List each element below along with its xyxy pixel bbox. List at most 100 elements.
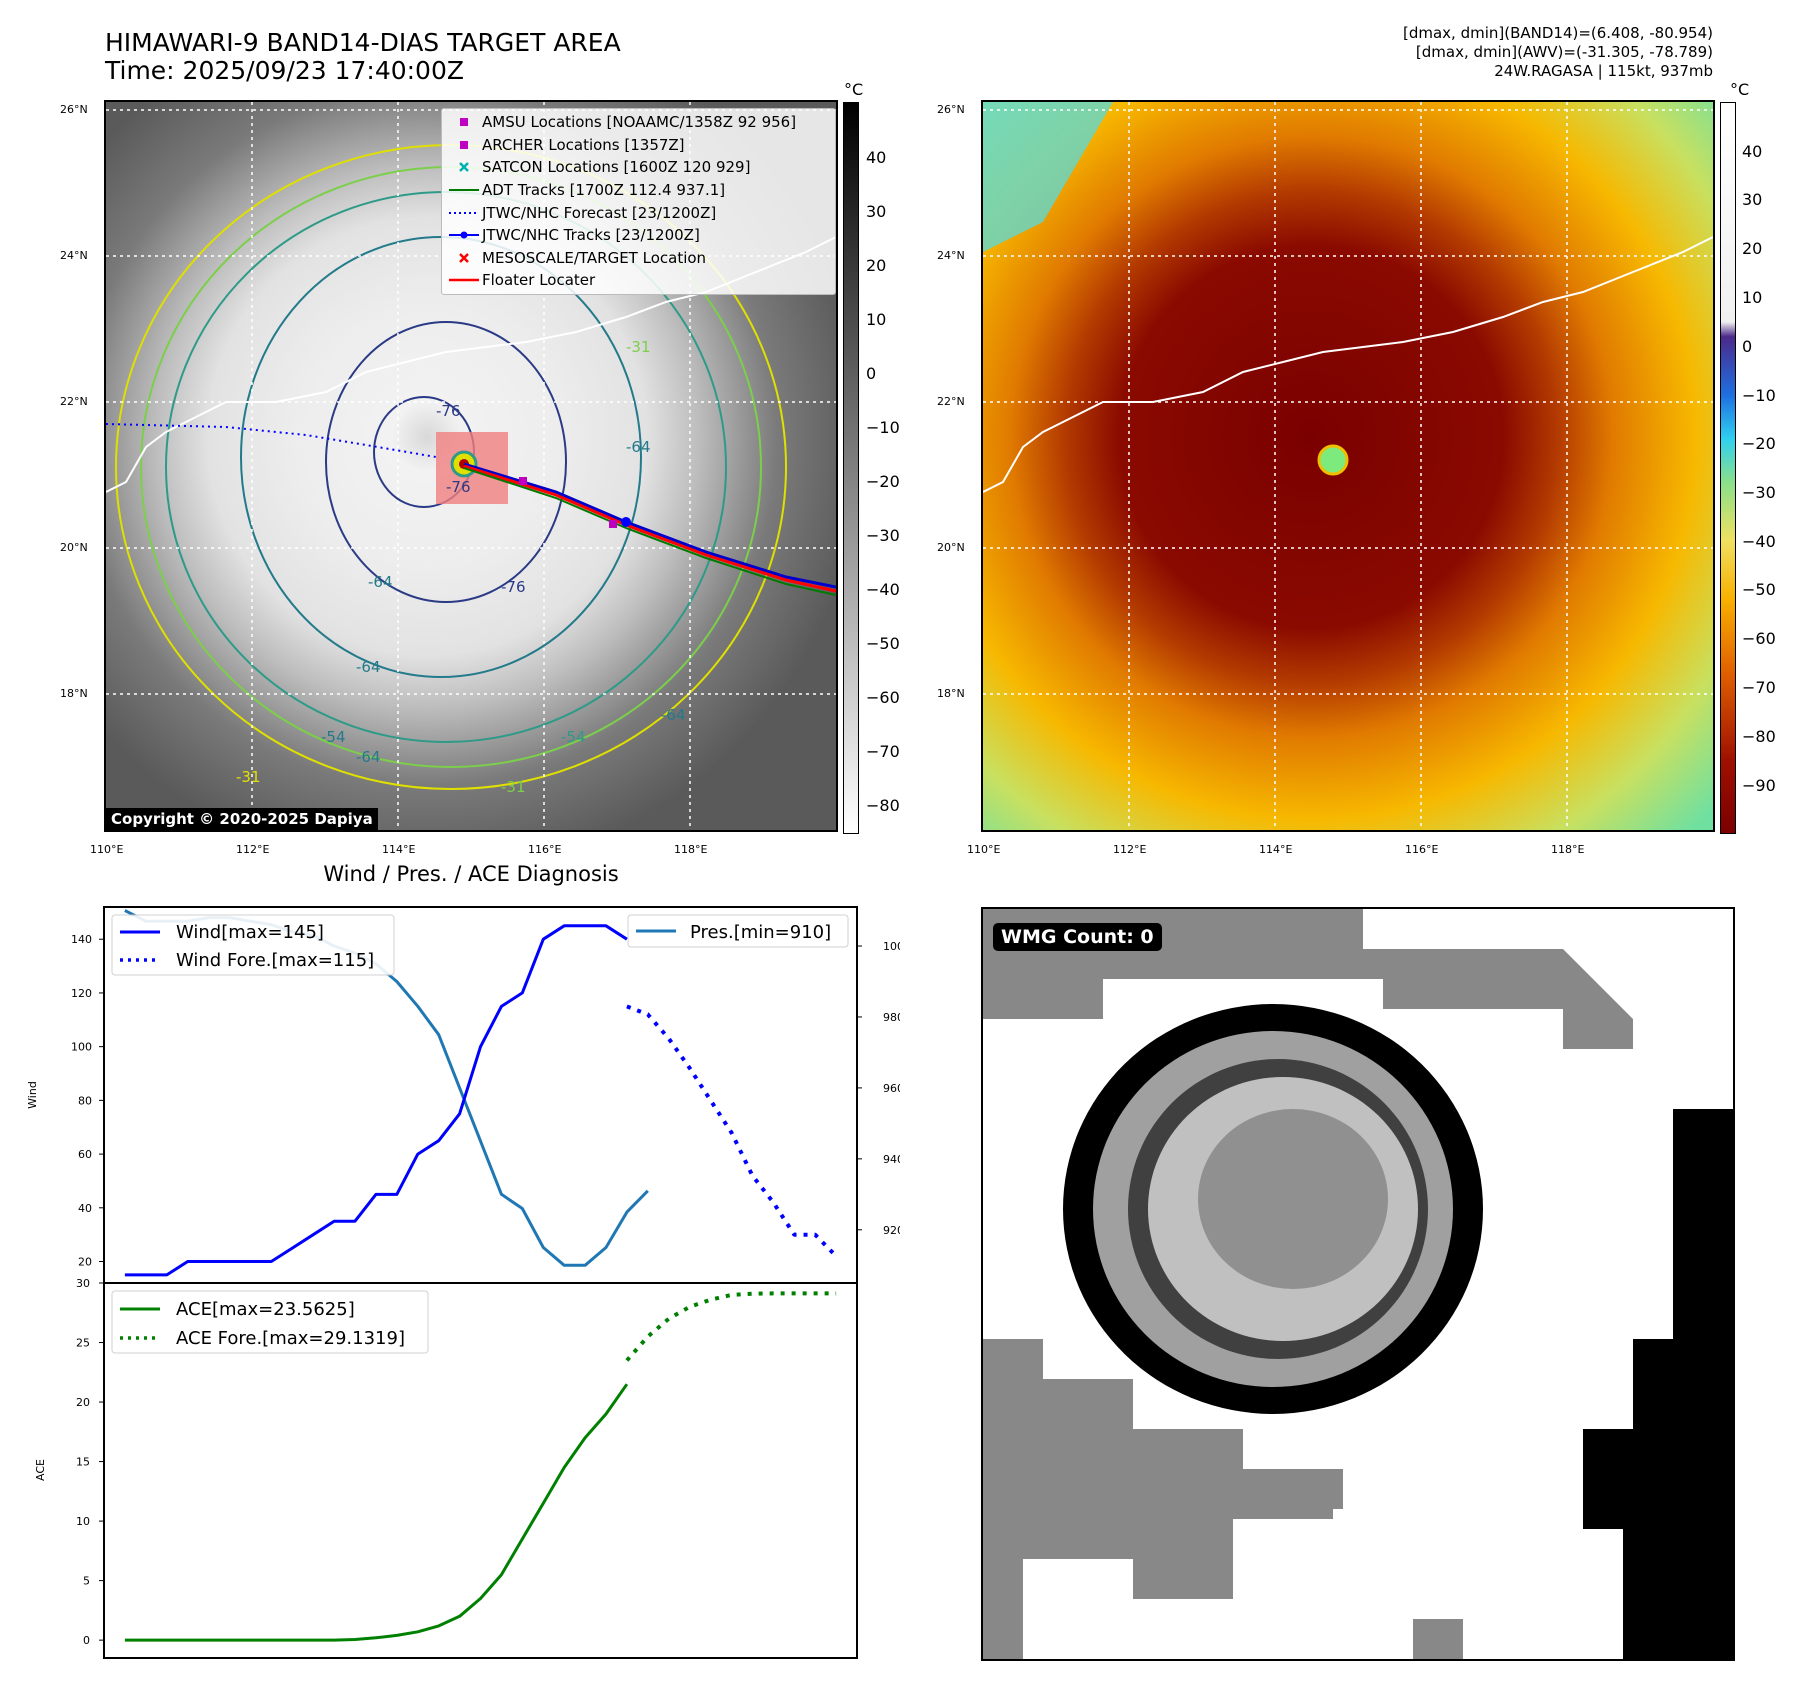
diagnosis-title: Wind / Pres. / ACE Diagnosis [323, 862, 619, 886]
ir-colorbar [843, 102, 859, 834]
contour-label: -64 [356, 748, 381, 766]
line-dot-icon [449, 231, 479, 239]
colorbar-tick: −40 [1742, 532, 1776, 551]
x-marker-icon [459, 252, 469, 263]
lat-tick: 26°N [60, 103, 88, 116]
contour-label: -64 [356, 658, 381, 676]
dotted-line-icon [449, 211, 479, 214]
figure-title: HIMAWARI-9 BAND14-DIAS TARGET AREA [105, 28, 621, 57]
copyright-label: Copyright © 2020-2025 Dapiya [106, 808, 378, 830]
ace-tick-label: 25 [76, 1337, 90, 1350]
lat-tick: 20°N [60, 541, 88, 554]
contour-label: -54 [561, 728, 586, 746]
pressure-tick-label: 980 [883, 1011, 900, 1024]
colorbar-tick: −20 [866, 472, 900, 491]
colorbar-tick: 0 [1742, 337, 1753, 356]
lon-tick: 118°E [674, 843, 708, 856]
wind-tick-label: 40 [78, 1202, 92, 1215]
legend-floater: Floater Locater [446, 269, 831, 292]
enhanced-colorbar [1720, 102, 1736, 834]
figure-time: Time: 2025/09/23 17:40:00Z [105, 56, 464, 85]
ace-axis-label: ACE [34, 1459, 47, 1481]
lat-tick: 20°N [937, 541, 965, 554]
legend-label-wind: Wind[max=145] [176, 922, 324, 943]
ace-tick-label: 0 [83, 1634, 90, 1647]
diagnosis-chart: Wind Pressure ACE 2040608010012014092094… [26, 906, 900, 1659]
header-stats: [dmax, dmin](BAND14)=(6.408, -80.954) [d… [1403, 24, 1713, 81]
lat-tick: 18°N [60, 687, 88, 700]
cold-cloud-free-area [983, 102, 1113, 252]
colorbar-tick: −80 [866, 796, 900, 815]
colorbar-tick: 10 [866, 310, 887, 329]
colorbar-tick: 10 [1742, 288, 1763, 307]
legend-label-ace: ACE[max=23.5625] [176, 1299, 355, 1320]
contour-labels: -76 -76 -76 -64 -64 -64 -54 -54 -64 -64 … [236, 338, 686, 796]
awv-range: [dmax, dmin](AWV)=(-31.305, -78.789) [1415, 43, 1713, 61]
legend-forecast: JTWC/NHC Forecast [23/1200Z] [446, 201, 831, 224]
enhanced-map-panel [981, 100, 1715, 832]
pressure-tick-label: 960 [883, 1082, 900, 1095]
wind-tick-label: 60 [78, 1148, 92, 1161]
adt-track [463, 467, 836, 596]
wind-forecast-series-line [626, 1004, 838, 1258]
ace-series-line [124, 1383, 629, 1642]
band14-range: [dmax, dmin](BAND14)=(6.408, -80.954) [1402, 24, 1713, 42]
colorbar-tick: −80 [1742, 727, 1776, 746]
wind-tick-label: 120 [71, 987, 92, 1000]
colorbar-tick: −60 [1742, 629, 1776, 648]
ir-colorbar-unit: °C [844, 80, 864, 99]
amsu-marker [609, 520, 617, 528]
ace-tick-label: 30 [76, 1277, 90, 1290]
colorbar-tick: −70 [1742, 678, 1776, 697]
line-marker-icon [449, 189, 479, 192]
square-marker-icon [460, 140, 468, 149]
jtwc-track [463, 462, 836, 589]
square-marker-icon [460, 118, 468, 127]
contour-label: -64 [661, 706, 686, 724]
coastline [983, 236, 1713, 493]
legend-amsu: AMSU Locations [NOAAMC/1358Z 92 956] [446, 111, 831, 134]
colorbar-tick: 30 [866, 202, 887, 221]
ir-map-panel: -76 -76 -76 -64 -64 -64 -54 -54 -64 -64 … [104, 100, 838, 832]
lon-tick: 112°E [1113, 843, 1147, 856]
colorbar-tick: 20 [866, 256, 887, 275]
colorbar-tick: −90 [1742, 776, 1776, 795]
lon-tick: 114°E [1259, 843, 1293, 856]
contour-label: -76 [446, 478, 471, 496]
legend-label-pressure: Pres.[min=910] [690, 922, 831, 943]
lat-tick: 22°N [60, 395, 88, 408]
ir-map-legend: AMSU Locations [NOAAMC/1358Z 92 956] ARC… [441, 108, 836, 295]
wind-series-line [124, 924, 628, 1277]
legend-archer: ARCHER Locations [1357Z] [446, 134, 831, 157]
enhanced-map-image [983, 102, 1713, 830]
enhanced-colorbar-unit: °C [1730, 80, 1750, 99]
contour-label: -31 [626, 338, 651, 356]
contour-label: -54 [321, 728, 346, 746]
contour-label: -64 [368, 573, 393, 591]
colorbar-tick: −60 [866, 688, 900, 707]
colorbar-tick: −50 [866, 634, 900, 653]
ace-axes [103, 1282, 858, 1659]
contour-label: -76 [436, 402, 461, 420]
lon-tick: 114°E [382, 843, 416, 856]
lon-tick: 110°E [90, 843, 124, 856]
colorbar-tick: −10 [866, 418, 900, 437]
colorbar-tick: 30 [1742, 190, 1763, 209]
legend-satcon: SATCON Locations [1600Z 120 929] [446, 156, 831, 179]
lat-tick: 26°N [937, 103, 965, 116]
contour-label: -64 [626, 438, 651, 456]
pressure-tick-label: 920 [883, 1224, 900, 1237]
lat-tick: 22°N [937, 395, 965, 408]
lat-tick: 18°N [937, 687, 965, 700]
lat-tick: 24°N [937, 249, 965, 262]
lon-tick: 116°E [528, 843, 562, 856]
wmg-panel: WMG Count: 0 [981, 907, 1735, 1661]
eye-feature [1317, 444, 1349, 476]
pressure-tick-label: 940 [883, 1153, 900, 1166]
lon-tick: 116°E [1405, 843, 1439, 856]
colorbar-tick: 20 [1742, 239, 1763, 258]
lat-tick: 24°N [60, 249, 88, 262]
colorbar-tick: 40 [1742, 142, 1763, 161]
lon-tick: 112°E [236, 843, 270, 856]
ace-tick-label: 15 [76, 1456, 90, 1469]
